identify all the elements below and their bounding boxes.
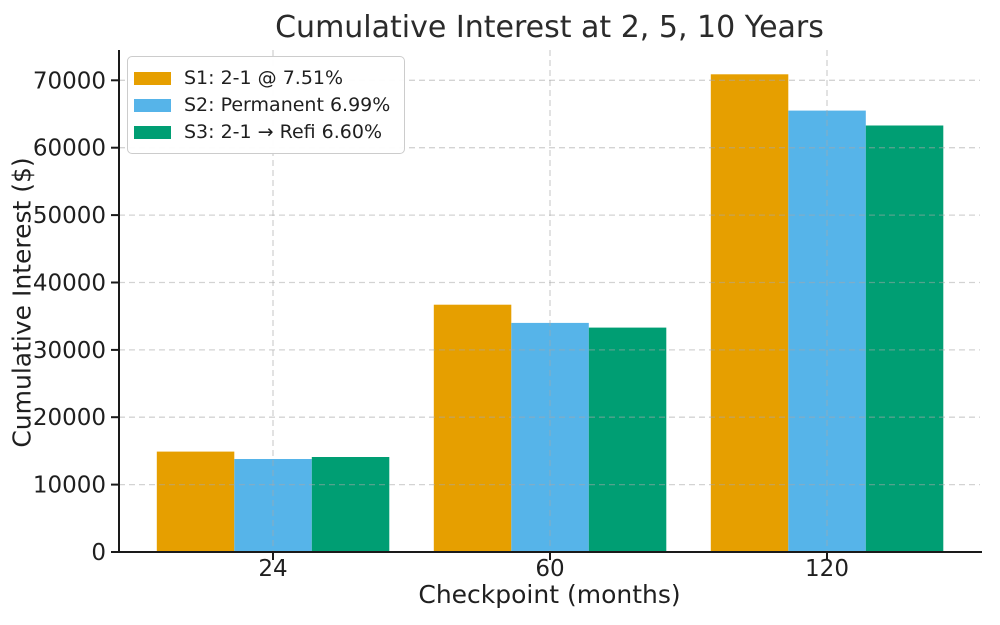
y-tick-label: 50000 <box>33 203 106 229</box>
bar-series3-cat60 <box>588 327 667 552</box>
bar-series1-cat24 <box>156 451 235 552</box>
y-tick-label: 20000 <box>33 405 106 431</box>
chart-title: Cumulative Interest at 2, 5, 10 Years <box>275 10 824 45</box>
bar-series1-cat120 <box>710 74 789 553</box>
y-axis-label: Cumulative Interest ($) <box>7 157 37 448</box>
bar-series3-cat120 <box>865 125 944 552</box>
bar-series3-cat24 <box>311 457 390 552</box>
legend-label-series3: S3: 2-1 → Refi 6.60% <box>184 120 383 143</box>
legend-swatch-series3 <box>134 125 171 139</box>
y-tick-label: 60000 <box>33 136 106 162</box>
x-tick-label: 120 <box>805 556 849 582</box>
legend-item-3: S3: 2-1 → Refi 6.60% <box>134 120 390 144</box>
bar-series2-cat60 <box>511 322 589 552</box>
y-tick-label: 30000 <box>33 338 106 364</box>
x-axis-label: Checkpoint (months) <box>418 580 681 609</box>
y-tick-label: 10000 <box>33 473 106 499</box>
legend-item-1: S1: 2-1 @ 7.51% <box>134 66 390 90</box>
legend-item-2: S2: Permanent 6.99% <box>134 93 390 117</box>
x-tick-label: 24 <box>258 556 287 582</box>
y-tick-label: 0 <box>91 540 106 566</box>
y-tick-label: 40000 <box>33 271 106 297</box>
x-tick-label: 60 <box>535 556 564 582</box>
y-tick-label: 70000 <box>33 68 106 94</box>
legend-label-series2: S2: Permanent 6.99% <box>184 93 391 116</box>
legend-swatch-series2 <box>134 98 171 112</box>
legend-label-series1: S1: 2-1 @ 7.51% <box>184 66 344 89</box>
bar-series1-cat60 <box>433 304 512 552</box>
legend: S1: 2-1 @ 7.51% S2: Permanent 6.99% S3: 2-… <box>127 56 406 154</box>
legend-swatch-series1 <box>134 71 171 85</box>
